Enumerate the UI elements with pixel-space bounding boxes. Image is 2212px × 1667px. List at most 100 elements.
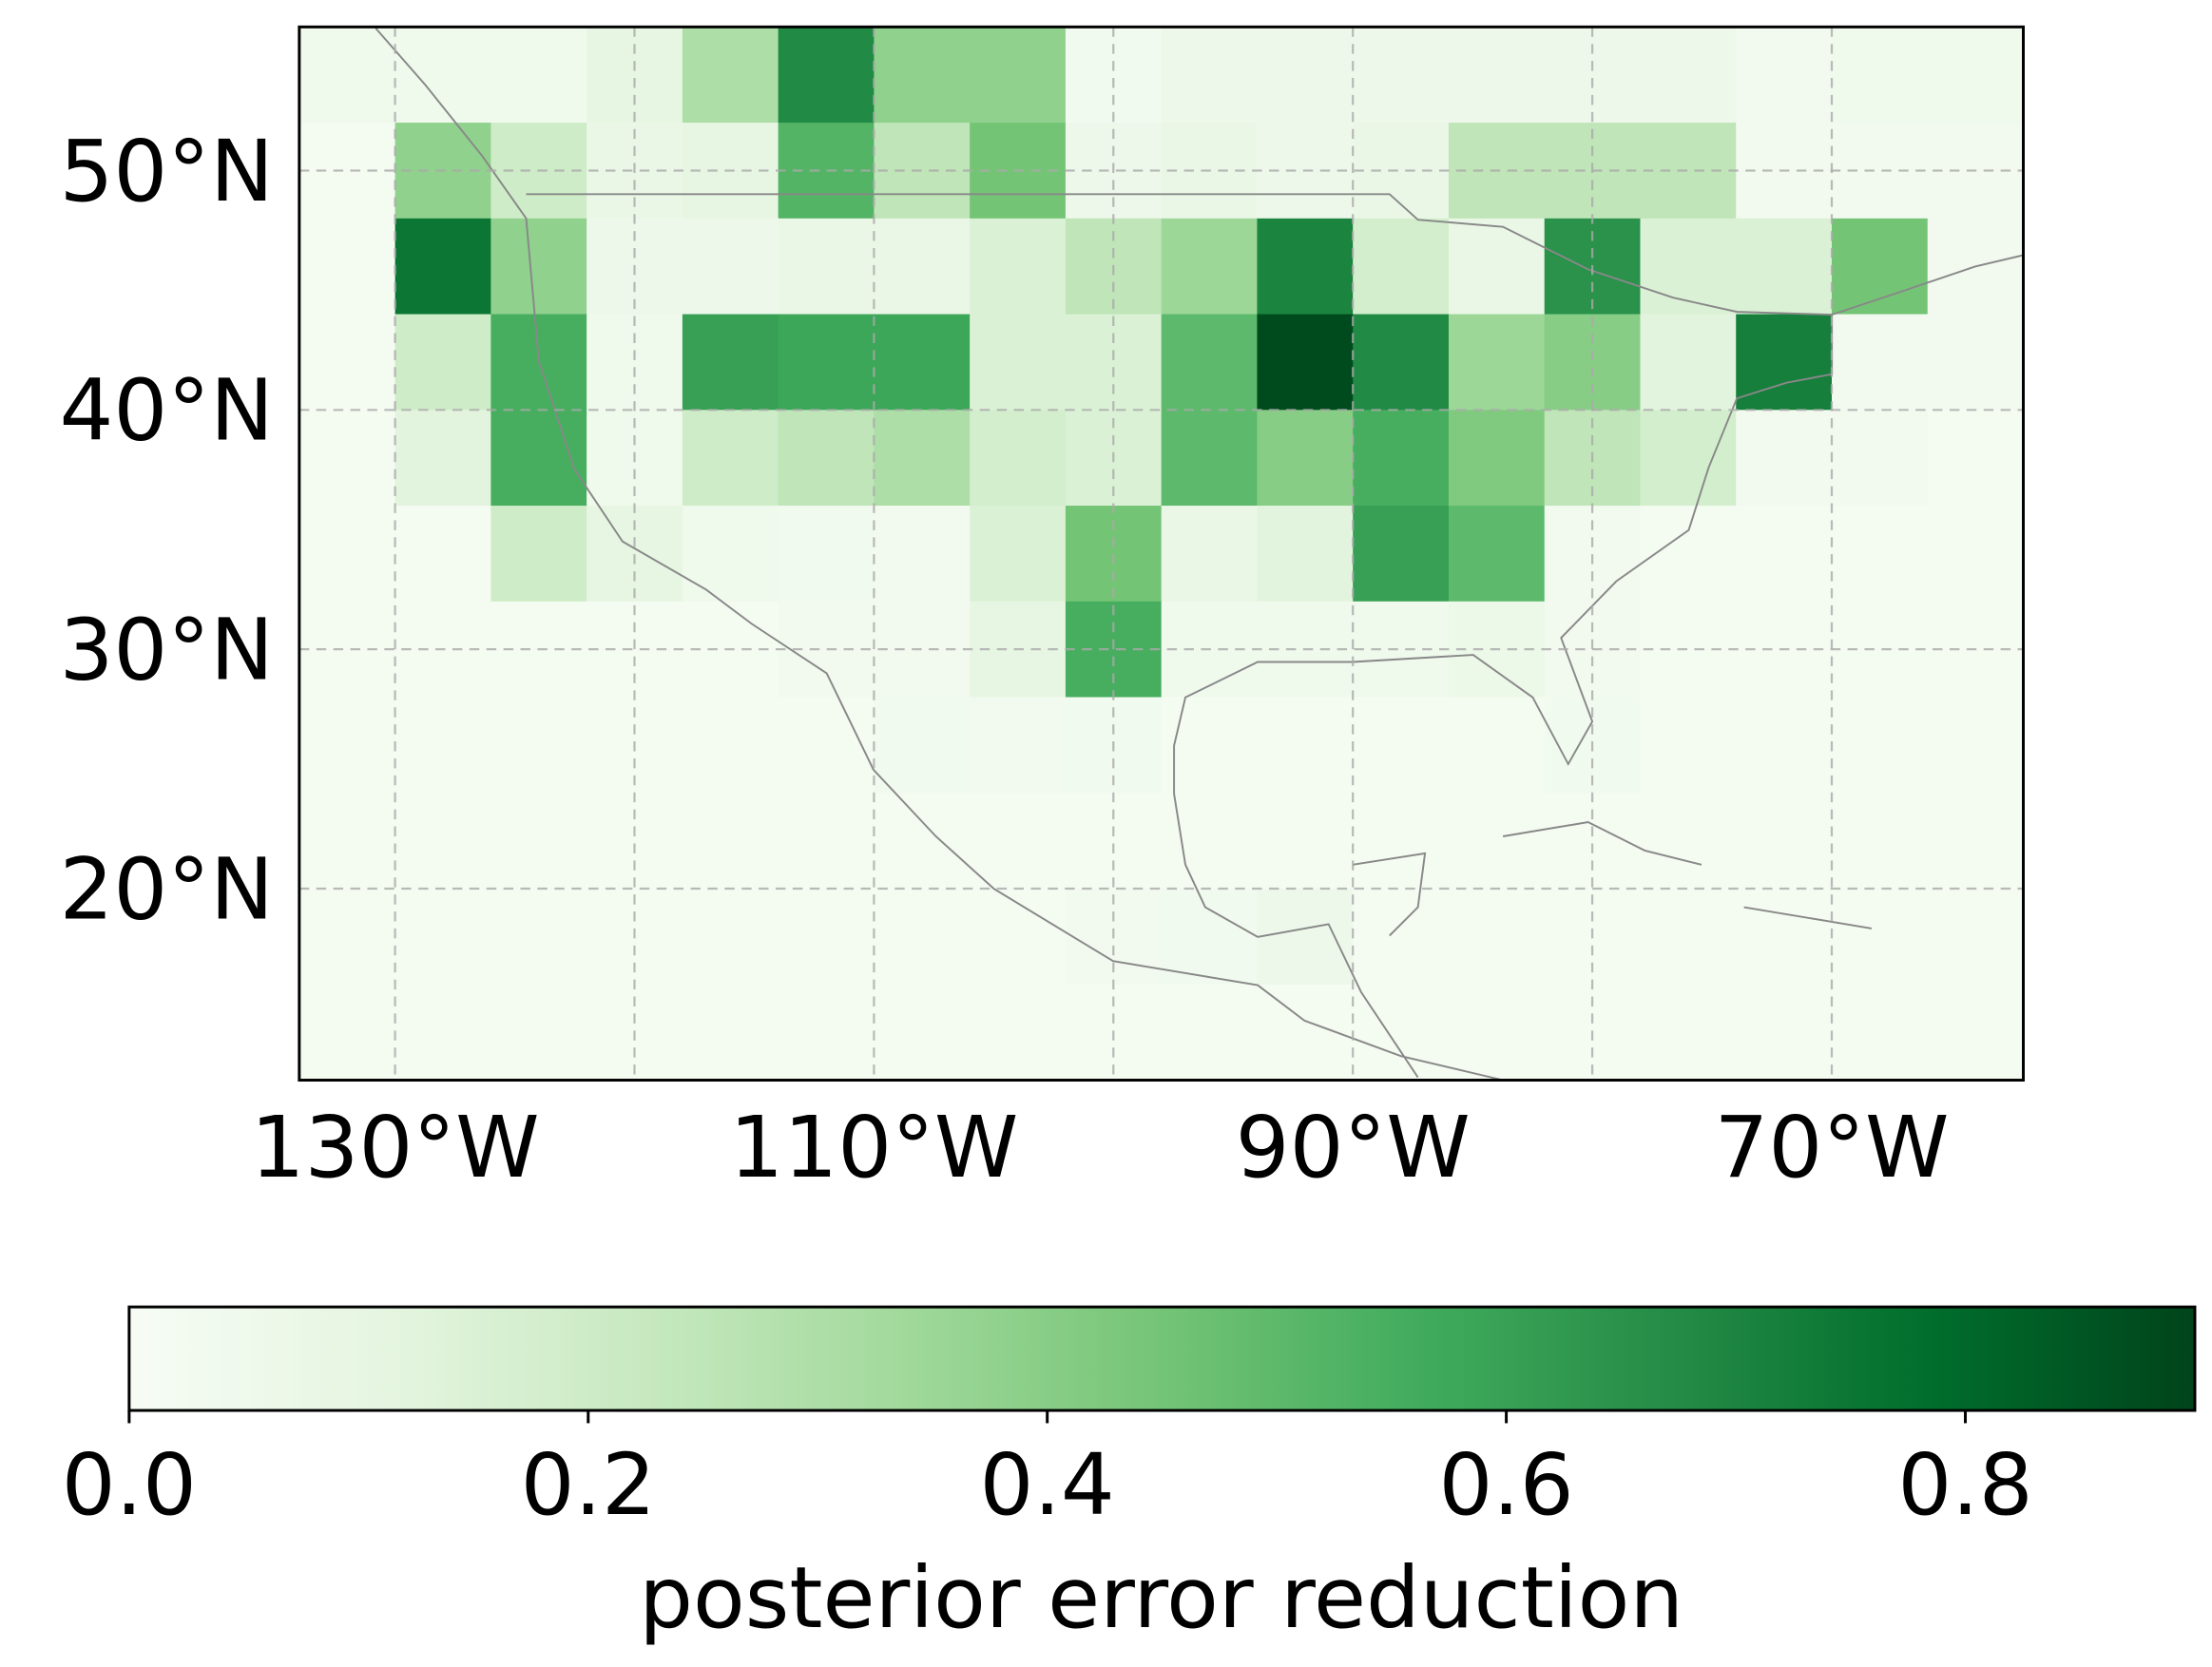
heat-cell [874,314,971,412]
heat-cell [970,410,1067,507]
heat-cell [298,218,396,316]
heat-cell [970,506,1067,603]
heat-cell [1831,314,1929,412]
heat-cell [970,314,1067,412]
coastlines [375,28,2024,1081]
heat-cell [1927,314,2024,412]
heat-cell [682,984,779,1081]
x-tick-label: 130°W [251,1099,540,1198]
heat-cell [1736,314,1833,412]
heat-cell [778,218,875,316]
heat-cell [970,218,1067,316]
heat-cell [1448,793,1546,890]
heat-cell [1353,410,1450,507]
heat-cell [1257,697,1355,795]
heat-cell [682,314,779,412]
heat-cell [874,793,971,890]
heat-cell [1161,697,1259,795]
heat-cell [1736,506,1833,603]
heat-cell [1065,601,1163,699]
heat-cell [1257,410,1355,507]
heat-cell [1448,314,1546,412]
heat-cell [874,410,971,507]
heat-cell [1736,697,1833,795]
heat-cell [1448,697,1546,795]
heat-cell [1161,984,1259,1081]
heat-cell [874,123,971,220]
heat-cell [394,410,492,507]
heat-cell [682,410,779,507]
colorbar-tick-label: 0.4 [980,1436,1115,1535]
heat-cell [1353,218,1450,316]
y-tick-label: 30°N [59,601,274,699]
heat-cell [1927,984,2024,1081]
heat-cell [1161,314,1259,412]
heat-cell [1927,506,2024,603]
heat-cell [394,314,492,412]
heat-cell [1927,697,2024,795]
heat-cell [1353,697,1450,795]
heat-cell [490,697,588,795]
heat-cell [1640,218,1738,316]
heat-cell [1257,889,1355,986]
coastline [1173,254,2024,1079]
heat-cell [490,793,588,890]
heat-cell [1257,218,1355,316]
heat-cell [1831,506,1929,603]
heat-cell [682,697,779,795]
heat-cell [394,793,492,890]
heat-cell [778,984,875,1081]
heat-cell [1448,506,1546,603]
x-tick-label: 70°W [1714,1099,1949,1198]
heat-cell [587,27,683,124]
heat-cell [1736,793,1833,890]
heat-cell [970,27,1067,124]
heat-cell [1831,123,1929,220]
heat-cell [1065,506,1163,603]
heat-cell [1736,984,1833,1081]
heat-cell [298,314,396,412]
heat-cell [1448,984,1546,1081]
heat-cell [298,601,396,699]
heat-cell [1640,123,1738,220]
heat-cell [1831,601,1929,699]
heat-cell [490,984,588,1081]
heat-cell [1927,410,2024,507]
heat-cell [1736,889,1833,986]
heat-cell [298,984,396,1081]
heat-cell [1353,27,1450,124]
heat-cell [490,506,588,603]
heat-cell [490,27,588,124]
coastline [1352,852,1427,937]
heat-cell [874,27,971,124]
heat-cell [394,984,492,1081]
heat-cell [1353,984,1450,1081]
heat-cell [1640,27,1738,124]
heat-cell [682,218,779,316]
heat-cell [1927,793,2024,890]
heat-cell [874,218,971,316]
heat-cell [1161,889,1259,986]
heat-cell [1927,27,2024,124]
heat-cell [298,506,396,603]
axes-ticks: 130°W 110°W 90°W 70°W 20°N 30°N 40°N 50°N [59,123,1949,1198]
heat-cell [1736,410,1833,507]
colorbar-frame [127,1305,2197,1412]
heat-cell [1161,27,1259,124]
heat-cell [1640,601,1738,699]
colorbar-tick-label: 0.8 [1897,1436,2032,1535]
heat-cell [1640,314,1738,412]
heat-cell [778,889,875,986]
heat-cell [1161,218,1259,316]
heat-cell [1448,410,1546,507]
heat-cell [1831,27,1929,124]
heat-cell [1831,410,1929,507]
heat-cell [1927,889,2024,986]
colorbar [128,1307,2195,1411]
heat-cell [394,889,492,986]
y-tick-label: 40°N [59,362,274,461]
y-tick-label: 50°N [59,123,274,221]
heat-cell [1065,314,1163,412]
heat-cell [298,123,396,220]
map-frame [298,25,2025,1083]
